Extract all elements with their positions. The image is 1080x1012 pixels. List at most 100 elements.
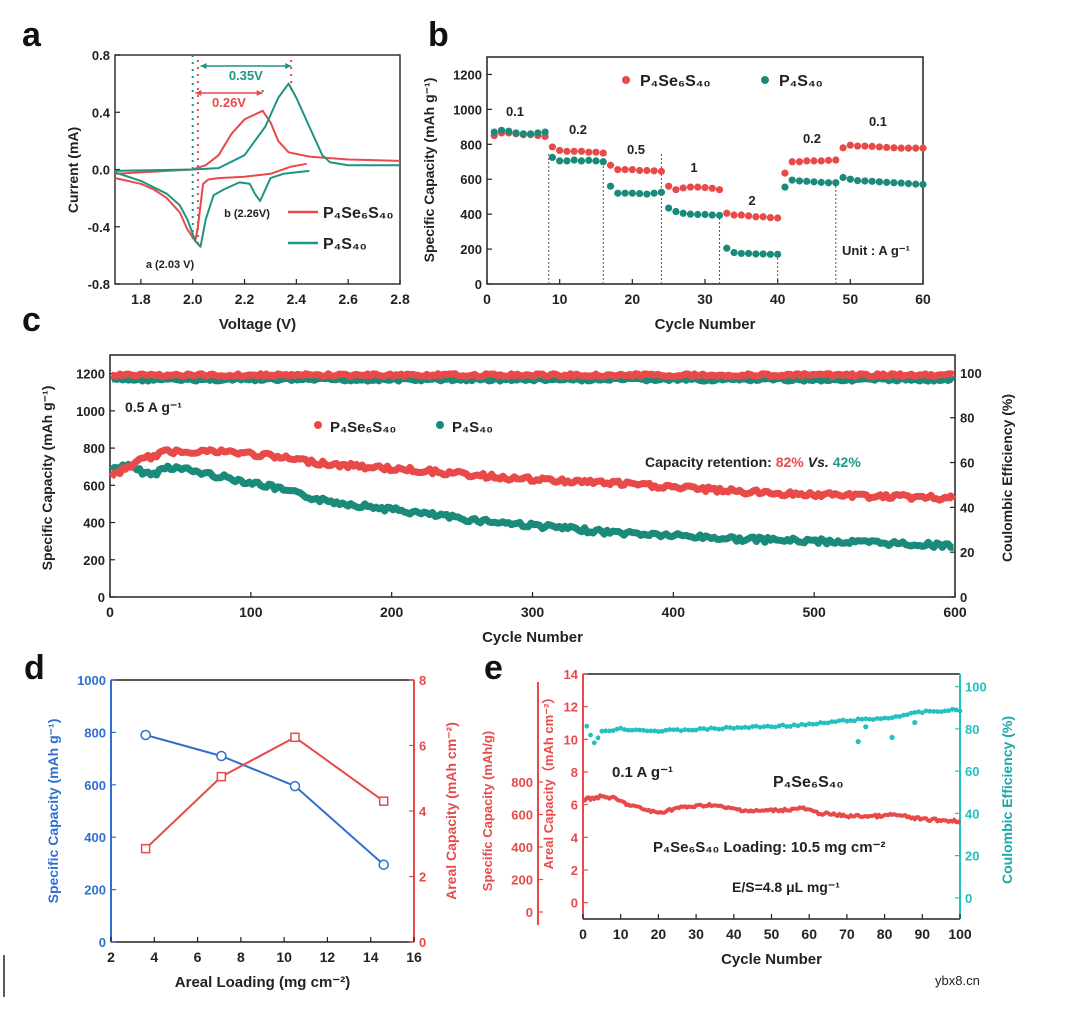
- x-tick-label: 30: [697, 291, 713, 307]
- coulombic-efficiency-outlier: [863, 724, 869, 730]
- x-tick-label: 2.2: [235, 291, 255, 307]
- coulombic-efficiency-point: [776, 723, 782, 729]
- x-axis-label: Cycle Number: [721, 951, 822, 968]
- y-tick-label: 0.8: [92, 48, 110, 63]
- coulombic-efficiency-point: [754, 723, 759, 729]
- data-point-p4se6s40: [810, 157, 818, 165]
- data-point-p4s40: [592, 157, 600, 165]
- data-point-p4s40: [621, 189, 629, 197]
- data-point-p4se6s40: [774, 214, 782, 222]
- data-point-p4s40: [723, 244, 731, 252]
- specific-capacity-line: [145, 734, 385, 866]
- y-tick-label: 800: [83, 441, 105, 456]
- data-point-p4se6s40: [759, 213, 767, 221]
- y-tick-label: 1000: [76, 404, 105, 419]
- data-point-p4se6s40: [781, 169, 789, 177]
- data-point-p4s40: [563, 157, 571, 165]
- y-tick-label: 0.4: [92, 105, 111, 120]
- data-point-p4s40: [570, 156, 578, 164]
- x-tick-label: 20: [625, 291, 641, 307]
- data-point-p4s40: [643, 190, 651, 198]
- y-axis-label: Specific Capacity (mAh g⁻¹): [39, 386, 55, 571]
- x-tick-label: 2.8: [390, 291, 410, 307]
- legend-label: P₄Se₆S₄₀: [323, 205, 394, 222]
- rate-label: 0.2: [803, 131, 821, 146]
- data-point-p4s40: [832, 179, 840, 187]
- areal-capacity-point: [216, 771, 227, 782]
- y-tick-label: 600: [83, 478, 105, 493]
- watermark: ybx8.cn: [935, 973, 980, 988]
- data-point-p4s40: [708, 211, 716, 219]
- coulombic-efficiency-point: [803, 722, 808, 728]
- coulombic-efficiency-point: [867, 716, 872, 722]
- coulombic-efficiency-outlier: [889, 734, 895, 740]
- x-tick-label: 300: [521, 604, 545, 620]
- y-tick-label: 4: [419, 804, 427, 819]
- data-point-p4se6s40: [854, 142, 862, 150]
- data-point-p4se6s40: [883, 143, 891, 152]
- coulombic-efficiency-point: [584, 723, 590, 729]
- data-point-p4s40: [752, 250, 760, 258]
- y-tick-label: 200: [83, 553, 105, 568]
- data-point-p4s40: [904, 179, 913, 188]
- coulombic-efficiency-point: [667, 727, 673, 732]
- data-point-p4se6s40: [795, 158, 804, 166]
- data-point-p4se6s40: [861, 142, 869, 150]
- coulombic-efficiency-point: [806, 721, 812, 727]
- x-axis-label: Areal Loading (mg cm⁻²): [175, 974, 350, 991]
- y-axis-label: Areal Capacity（mAh cm⁻²）: [541, 691, 556, 870]
- areal-capacity-line: [144, 736, 385, 850]
- y-tick-label: 0: [475, 277, 482, 292]
- data-point-p4se6s40: [657, 167, 666, 175]
- data-point-p4s40: [672, 207, 680, 216]
- y-tick-label: 200: [84, 883, 106, 898]
- y-tick-label: -0.4: [88, 220, 111, 235]
- coulombic-efficiency-point: [731, 725, 737, 731]
- data-point-p4s40: [657, 188, 666, 196]
- y-tick-label: 100: [960, 366, 982, 381]
- coulombic-efficiency-point: [629, 727, 635, 733]
- rate-label: 2: [748, 193, 755, 208]
- coulombic-efficiency-point: [919, 710, 925, 716]
- x-tick-label: 100: [239, 604, 263, 620]
- y-axis-label-right: Coulombic Efficiency (%): [999, 716, 1015, 884]
- data-point-p4se6s40: [570, 147, 578, 155]
- x-tick-label: 10: [552, 291, 568, 307]
- y-tick-label: 1200: [453, 67, 482, 82]
- legend-label: P₄Se₆S₄₀: [330, 419, 396, 436]
- data-point-p4se6s40: [606, 161, 615, 169]
- data-point-p4s40: [890, 179, 898, 187]
- data-point-p4se6s40: [752, 213, 760, 221]
- coulombic-efficiency-point: [750, 724, 756, 729]
- x-tick-label: 600: [943, 604, 967, 620]
- retention-value-2: 42%: [833, 454, 862, 470]
- y-tick-label: 10: [564, 732, 578, 747]
- peak-separation-label: 0.26V: [212, 95, 246, 110]
- data-point-p4se6s40: [919, 144, 927, 152]
- coulombic-efficiency-point: [678, 728, 684, 734]
- x-tick-label: 90: [915, 926, 931, 942]
- data-point-p4s40: [810, 178, 818, 186]
- data-point-p4s40: [817, 178, 825, 186]
- coulombic-efficiency-point: [795, 723, 801, 729]
- data-point-p4se6s40: [686, 183, 695, 191]
- x-tick-label: 70: [839, 926, 855, 942]
- coulombic-efficiency-point: [938, 709, 944, 715]
- coulombic-efficiency-point: [637, 727, 642, 733]
- y-tick-label: 40: [965, 806, 979, 821]
- areal-capacity-point: [378, 796, 389, 806]
- legend-marker: [436, 421, 444, 429]
- legend-label: P₄S₄₀: [323, 236, 367, 253]
- x-axis-label: Cycle Number: [655, 316, 756, 333]
- coulombic-efficiency-point: [863, 716, 869, 722]
- y-tick-label: 0: [960, 590, 967, 605]
- coulombic-efficiency-point: [735, 724, 740, 730]
- legend-marker: [314, 421, 322, 429]
- coulombic-efficiency-point: [693, 727, 699, 733]
- data-point-p4se6s40: [832, 156, 840, 164]
- data-point-p4s40: [519, 130, 527, 138]
- y-tick-label: 0: [99, 935, 106, 950]
- current-density-label: 0.1 A g⁻¹: [612, 764, 673, 781]
- x-tick-label: 2: [107, 949, 115, 965]
- panel-label-a: a: [22, 16, 42, 54]
